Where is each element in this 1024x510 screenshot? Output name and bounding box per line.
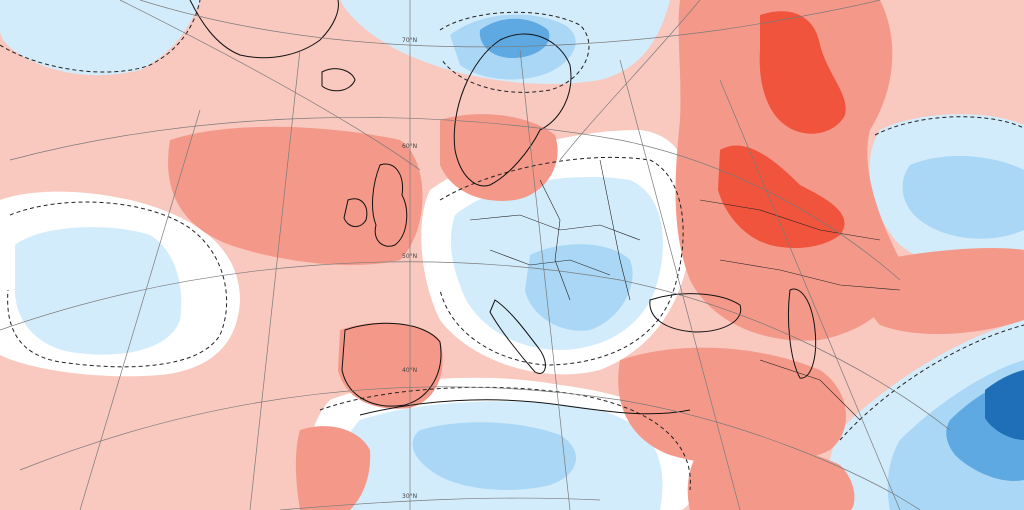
coast-scandinavia	[453, 33, 572, 187]
meridian-7	[119, 0, 421, 171]
lat-label-30: 30°N	[402, 493, 417, 500]
atlantic-cool-core	[15, 227, 182, 355]
warm-anomaly-layer	[168, 0, 1024, 510]
meridian-8	[559, 0, 701, 161]
parallel-40	[19, 386, 921, 510]
latitude-labels: 70°N 60°N 50°N 40°N 30°N	[402, 37, 417, 500]
west-africa-warm-region	[295, 426, 371, 510]
arabia-very-strong-cool	[985, 370, 1024, 440]
coast-iberia	[341, 322, 442, 407]
border-3	[539, 179, 571, 301]
border-2	[489, 249, 611, 276]
contour-scandinavia	[439, 11, 590, 93]
contour-atlantic	[7, 201, 227, 368]
russia-strong-warm-north	[759, 11, 846, 134]
coast-caspian	[788, 288, 817, 379]
balkans-cool-core	[525, 244, 633, 331]
parallel-50	[0, 261, 951, 431]
coast-iceland	[321, 68, 356, 92]
lat-label-60: 60°N	[402, 143, 417, 150]
sahara-east-warm-region	[687, 445, 855, 510]
kazakhstan-warm-region	[865, 248, 1024, 335]
border-6	[719, 259, 901, 291]
country-borders	[469, 159, 901, 421]
coast-italy	[489, 299, 546, 374]
contour-arabia	[839, 324, 1024, 441]
border-7	[759, 359, 861, 421]
scandinavia-strong-cool	[479, 18, 550, 58]
lat-label-50: 50°N	[402, 253, 417, 260]
parallel-60	[9, 117, 901, 281]
border-5	[699, 199, 881, 241]
coastlines	[189, 0, 817, 416]
russia-strong-warm-south	[718, 145, 845, 248]
greenland-cool-region	[0, 0, 200, 76]
contour-greenland	[0, 0, 201, 73]
north-africa-cool-pool	[412, 422, 577, 490]
parallel-70	[139, 0, 881, 48]
atlantic-warm-region	[168, 126, 423, 265]
coast-great-britain	[372, 163, 408, 247]
meridian-3	[79, 109, 201, 510]
contour-central-europe	[439, 156, 684, 366]
coast-greenland	[189, 0, 339, 59]
meridian-4	[519, 49, 571, 510]
middle-east-warm-region	[618, 347, 847, 466]
siberia-cool-core	[902, 155, 1024, 239]
lat-label-40: 40°N	[402, 367, 417, 374]
meridian-5	[619, 59, 741, 510]
graticule	[0, 0, 951, 510]
meridian-2	[249, 49, 301, 510]
coast-north-africa	[359, 399, 691, 416]
coast-ireland	[343, 198, 368, 227]
border-4	[599, 159, 631, 301]
lat-label-70: 70°N	[402, 37, 417, 44]
russia-warm-region	[675, 0, 901, 341]
coast-black-sea	[649, 293, 742, 333]
border-1	[469, 214, 641, 241]
meridian-6	[719, 79, 901, 510]
parallel-30	[279, 497, 601, 510]
